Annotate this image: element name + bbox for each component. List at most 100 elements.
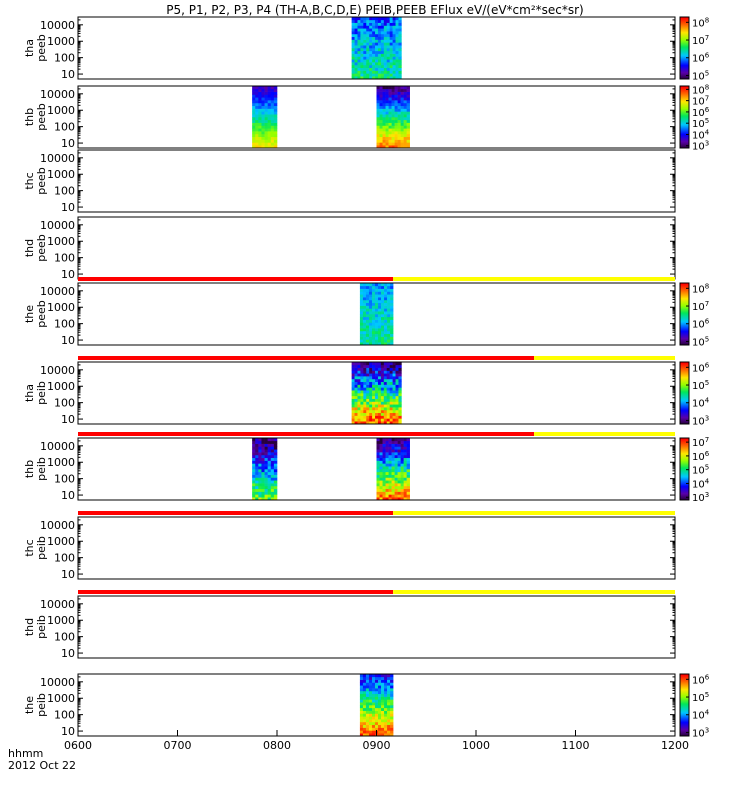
heatmap-cell (270, 485, 275, 490)
heatmap-cell (255, 105, 259, 109)
flag-bar-yellow (393, 590, 675, 594)
heatmap-cell (397, 122, 401, 126)
heatmap-cell (397, 136, 401, 140)
panel-label-product: peeb (35, 103, 48, 131)
heatmap-cell (383, 70, 388, 74)
heatmap-cell (392, 22, 396, 26)
heatmap-cell (380, 407, 385, 411)
heatmap-cell (375, 45, 379, 49)
heatmap-cell (397, 438, 401, 442)
colorbar-cell (680, 401, 689, 403)
heatmap-cell (366, 28, 370, 32)
heatmap-cell (264, 457, 268, 461)
heatmap-cell (357, 28, 361, 32)
heatmap-cell (360, 384, 364, 388)
heatmap-cell (374, 336, 379, 340)
heatmap-cell (374, 333, 379, 337)
heatmap-cell (375, 19, 379, 23)
heatmap-cell (400, 91, 404, 95)
heatmap-cell (391, 454, 395, 459)
heatmap-cell (387, 682, 391, 686)
heatmap-cell (366, 362, 370, 366)
y-tick-label: 1000 (47, 614, 75, 627)
heatmap-cell (368, 316, 373, 320)
heatmap-cell (255, 488, 259, 492)
colorbar-cell (680, 394, 689, 396)
heatmap-cell (357, 59, 361, 63)
heatmap-cell (377, 373, 382, 377)
colorbar-cell (680, 70, 689, 73)
heatmap-cell (384, 702, 388, 706)
colorbar-cell (680, 381, 689, 384)
heatmap-cell (384, 685, 388, 689)
heatmap-cell (252, 139, 256, 143)
heatmap-cell (360, 39, 364, 43)
heatmap-cell (365, 299, 370, 304)
heatmap-cell (390, 316, 394, 320)
heatmap-cell (400, 114, 404, 118)
colorbar-cell (680, 56, 689, 58)
heatmap-cell (391, 128, 395, 132)
heatmap-cell (384, 325, 388, 329)
colorbar-cell (680, 312, 689, 315)
heatmap-cell (400, 463, 404, 467)
heatmap-cell (382, 128, 386, 132)
colorbar-cell (680, 32, 689, 34)
heatmap-cell (398, 17, 402, 21)
colorbar-cell (680, 71, 689, 74)
heatmap-cell (366, 70, 370, 74)
heatmap-cell (369, 28, 373, 32)
heatmap-cell (372, 62, 376, 66)
y-tick-label: 1000 (47, 35, 75, 48)
heatmap-cell (384, 299, 388, 304)
heatmap-cell (359, 674, 364, 678)
heatmap-cell (273, 94, 278, 98)
heatmap-cell (273, 449, 278, 453)
colorbar-cell (680, 89, 689, 91)
heatmap-cell (398, 381, 402, 385)
heatmap-cell (252, 449, 256, 453)
heatmap-cell (363, 17, 367, 21)
heatmap-cell (392, 73, 396, 77)
heatmap-cell (368, 285, 373, 289)
y-tick-label: 100 (54, 121, 75, 134)
heatmap-cell (357, 36, 361, 40)
heatmap-cell (354, 418, 358, 422)
heatmap-cell (382, 463, 386, 467)
colorbar-frame (679, 85, 690, 149)
heatmap-cell (366, 59, 370, 63)
colorbar-cell (680, 95, 689, 97)
heatmap-cell (397, 133, 401, 138)
y-tick-label: 10 (61, 568, 75, 581)
heatmap-cell (359, 328, 364, 332)
y-tick-label: 100 (54, 552, 75, 565)
heatmap-cell (366, 395, 370, 399)
heatmap-cell (397, 88, 401, 92)
heatmap-cell (375, 381, 379, 385)
colorbar-cell (680, 438, 689, 440)
colorbar-cell (680, 329, 689, 331)
heatmap-cell (397, 139, 401, 143)
x-tick-label: 1000 (462, 739, 490, 752)
heatmap-cell (377, 28, 382, 32)
heatmap-cell (365, 702, 370, 706)
colorbar-cell (680, 43, 689, 46)
heatmap-cell (261, 88, 265, 92)
heatmap-cell (252, 488, 256, 492)
heatmap-cell (366, 73, 370, 77)
heatmap-cell (395, 395, 399, 399)
heatmap-cell (363, 407, 367, 411)
heatmap-cell (400, 125, 404, 129)
heatmap-cell (354, 370, 358, 374)
heatmap-cell (383, 22, 388, 26)
heatmap-cell (382, 105, 386, 109)
heatmap-cell (258, 125, 262, 129)
colorbar-tick-label: 104 (692, 477, 710, 490)
heatmap-cell (360, 370, 364, 374)
heatmap-cell (376, 449, 380, 453)
heatmap-cell (388, 443, 392, 447)
heatmap-cell (395, 48, 399, 52)
heatmap-cell (255, 446, 259, 450)
heatmap-cell (398, 76, 402, 80)
heatmap-cell (363, 390, 367, 394)
